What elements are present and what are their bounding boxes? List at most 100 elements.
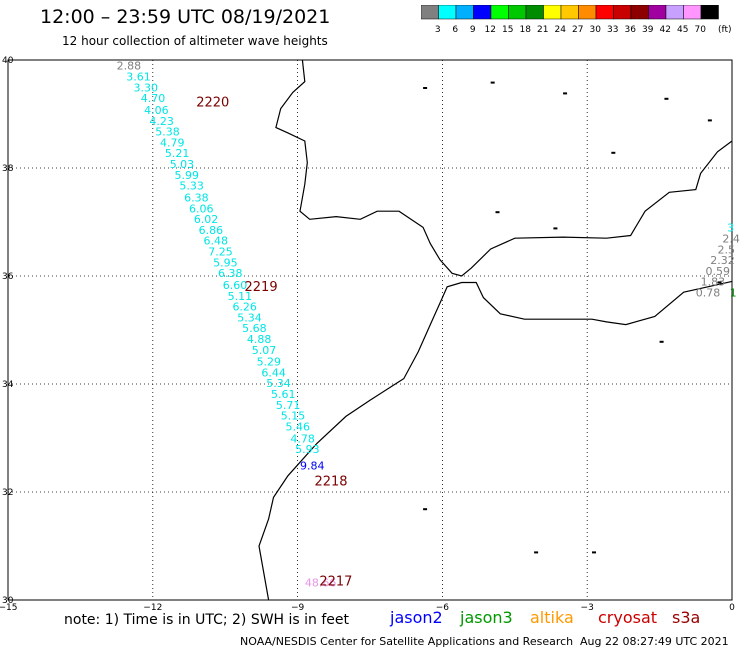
- wave-height-label-edge: 2.4: [722, 233, 740, 246]
- page-title: 12:00 – 23:59 UTC 08/19/2021: [40, 6, 331, 28]
- pass-time-label: 2219: [245, 280, 278, 295]
- wave-height-label: 5.46: [286, 420, 311, 433]
- wave-height-label: 4.78: [290, 432, 315, 445]
- wave-height-label-edge: 1: [730, 287, 737, 300]
- colorbar-label: 36: [625, 25, 637, 35]
- x-tick-label: 0: [729, 603, 735, 610]
- wave-height-label: 5.61: [271, 388, 296, 401]
- pass-time-label: 2220: [196, 95, 229, 110]
- colorbar-label: 39: [642, 25, 654, 35]
- wave-height-label: 6.44: [261, 366, 286, 379]
- y-tick-label: 30: [2, 596, 14, 606]
- x-tick-label: −9: [291, 603, 305, 610]
- coastline-africa: [258, 280, 733, 601]
- colorbar-label: 3: [435, 25, 441, 35]
- y-tick-label: 38: [2, 164, 14, 174]
- satellite-cryosat: cryosat: [598, 608, 658, 627]
- colorbar-label: 24: [555, 25, 567, 35]
- colorbar-label: 9: [470, 25, 476, 35]
- satellite-jason3: jason3: [460, 608, 513, 627]
- page-subtitle: 12 hour collection of altimeter wave hei…: [62, 34, 328, 48]
- wave-height-colorbar: 3 6 9 12 15 18 21 24 27 30 33 36 39 42 45 70 (ft): [421, 5, 731, 35]
- colorbar-label: 33: [607, 25, 618, 35]
- wave-height-label: 5.21: [165, 147, 190, 160]
- wave-height-label: 6.26: [232, 301, 257, 314]
- wave-height-label: 3.61: [126, 71, 150, 84]
- footer-timestamp: Aug 22 08:27:49 UTC 2021: [580, 635, 729, 648]
- island-mark: [707, 119, 712, 122]
- y-tick-label: 40: [2, 56, 14, 66]
- wave-height-label: 6.38: [218, 267, 243, 280]
- island-mark: [717, 281, 722, 284]
- wave-height-label: 5.03: [170, 158, 195, 171]
- wave-height-label: 4.79: [160, 136, 185, 149]
- satellite-s3a: s3a: [672, 608, 701, 627]
- wave-height-label: 5.11: [228, 290, 253, 303]
- wave-height-label: 5.07: [252, 344, 277, 357]
- y-tick-label: 34: [2, 380, 14, 390]
- x-tick-label: −6: [436, 603, 450, 610]
- wave-height-label: 9.84: [300, 459, 325, 472]
- wave-height-label: 5.68: [242, 322, 266, 335]
- note-text: note: 1) Time is in UTC; 2) SWH is in fe…: [64, 612, 350, 628]
- colorbar-label: 15: [502, 25, 513, 35]
- colorbar-label: 6: [452, 25, 458, 35]
- altimeter-map[interactable]: −15 −12 −9 −6 −3 04038363432302.883.613.304.7…: [0, 0, 740, 610]
- wave-height-label: 5.34: [237, 311, 262, 324]
- wave-height-label: 5.33: [179, 180, 204, 193]
- island-mark: [423, 87, 428, 89]
- wave-height-label: 6.06: [189, 202, 214, 215]
- pass-time-label: 2217: [319, 574, 352, 589]
- wave-height-label: 5.95: [213, 256, 238, 269]
- island-mark: [611, 151, 616, 154]
- satellite-altika: altika: [530, 608, 574, 627]
- island-mark: [490, 81, 495, 84]
- island-mark: [534, 551, 539, 554]
- wave-height-label: 5.34: [266, 377, 291, 390]
- colorbar-swatch: [700, 5, 719, 20]
- wave-height-label-edge: 2.5: [718, 243, 736, 256]
- island-mark: [563, 92, 568, 95]
- y-tick-label: 36: [2, 272, 14, 282]
- coastline-iberia: [275, 59, 733, 277]
- wave-height-label: 6.60: [223, 279, 248, 292]
- wave-height-label: 48.66: [305, 577, 337, 590]
- wave-height-label: 5.93: [295, 443, 320, 456]
- wave-height-label-edge: 1.83: [701, 276, 726, 289]
- satellite-jason2: jason2: [390, 608, 443, 627]
- x-tick-label: −3: [581, 603, 594, 610]
- island-mark: [592, 551, 597, 554]
- colorbar-label: 45: [677, 25, 688, 35]
- island-mark: [659, 340, 664, 343]
- wave-height-label: 5.38: [155, 126, 180, 139]
- wave-height-label: 4.23: [149, 115, 174, 128]
- wave-height-label: 4.06: [144, 104, 169, 117]
- wave-height-label: 3.30: [133, 81, 158, 94]
- island-mark: [495, 211, 500, 214]
- wave-height-label: 4.70: [141, 92, 166, 105]
- wave-height-label: 4.88: [247, 333, 271, 346]
- map-frame: [7, 59, 733, 601]
- colorbar-unit: (ft): [718, 25, 731, 35]
- wave-height-label: 5.15: [281, 410, 306, 423]
- island-mark: [553, 227, 558, 230]
- wave-height-label-edge: 0.78: [696, 287, 721, 300]
- colorbar-label: 42: [660, 25, 671, 35]
- wave-height-label: 6.38: [184, 191, 209, 204]
- wave-height-label: 6.86: [199, 224, 224, 237]
- wave-height-label: 7.25: [208, 245, 233, 258]
- wave-height-label-edge: 2.32: [710, 254, 735, 267]
- x-tick-label: −12: [143, 603, 162, 610]
- wave-height-label: 5.29: [257, 356, 282, 369]
- island-mark: [664, 97, 669, 100]
- wave-height-label-edge: 3: [727, 222, 734, 235]
- wave-height-label: 5.71: [276, 399, 301, 412]
- footer-credit: NOAA/NESDIS Center for Satellite Applica…: [240, 635, 574, 648]
- wave-height-label: 6.48: [203, 235, 228, 248]
- pass-time-label: 2218: [314, 475, 347, 490]
- colorbar-label: 27: [572, 25, 583, 35]
- colorbar-label: 18: [520, 25, 532, 35]
- wave-height-label: 5.99: [175, 169, 200, 182]
- colorbar-label: 70: [695, 25, 707, 35]
- colorbar-label: 30: [590, 25, 602, 35]
